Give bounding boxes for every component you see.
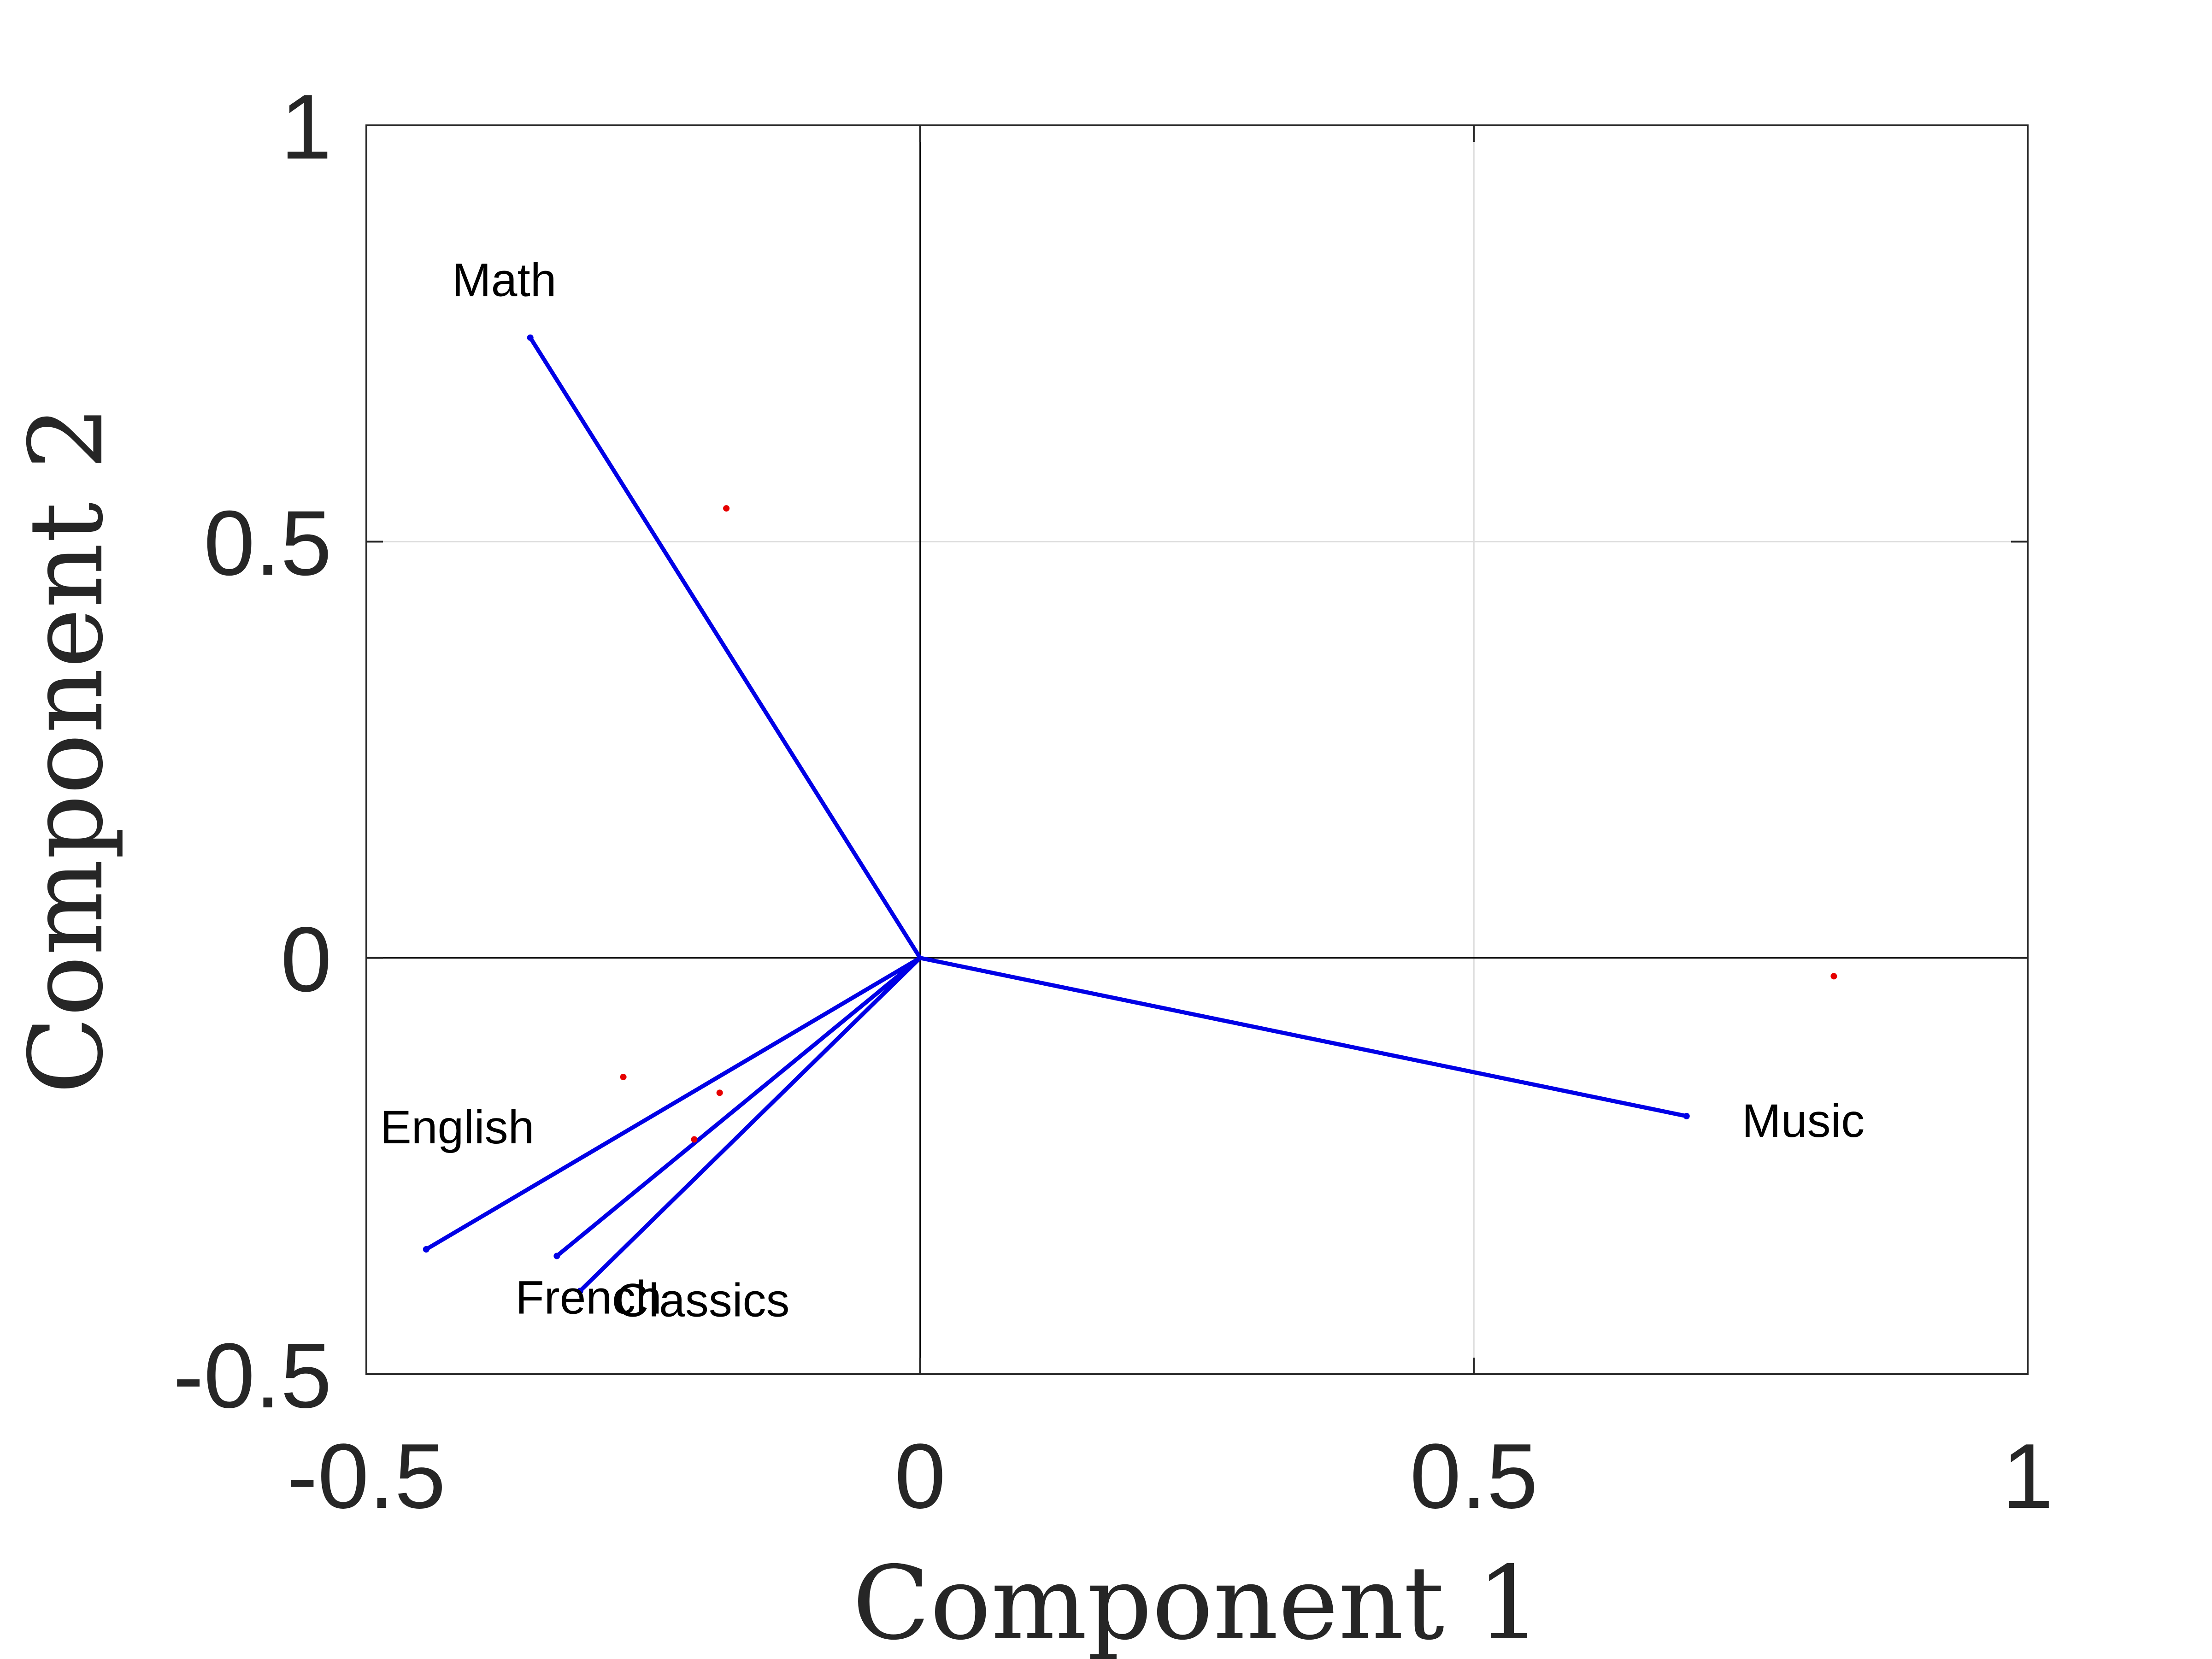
vector-end-french xyxy=(553,1253,560,1259)
y-axis-title: Component 2 xyxy=(7,406,125,1094)
data-point xyxy=(620,1074,627,1081)
x-tick-label: -0.5 xyxy=(287,1425,446,1528)
plot-area xyxy=(366,125,2028,1374)
vector-end-music xyxy=(1683,1112,1690,1119)
data-point xyxy=(723,505,730,512)
x-axis-title: Component 1 xyxy=(853,1544,1541,1659)
data-point xyxy=(691,1136,698,1143)
points xyxy=(620,505,1837,1143)
origin-axes xyxy=(366,125,2028,1374)
vector-label-classics: Classics xyxy=(615,1274,790,1326)
data-point xyxy=(716,1089,723,1096)
vector-music xyxy=(918,956,1689,1118)
vector-end-classics xyxy=(577,1288,583,1294)
x-tick-label: 0 xyxy=(894,1425,946,1528)
data-point xyxy=(1830,973,1837,980)
vector-classics xyxy=(578,956,923,1293)
vector-end-math xyxy=(527,334,534,341)
vector-french xyxy=(554,956,923,1258)
x-tick-label: 1 xyxy=(2002,1425,2053,1528)
vector-label-music: Music xyxy=(1742,1094,1865,1147)
y-tick-label: 0.5 xyxy=(204,492,332,594)
y-tick-label: 0 xyxy=(281,908,332,1011)
vector-label-math: Math xyxy=(452,254,557,306)
vector-math xyxy=(528,335,923,960)
x-tick-labels: -0.5 0 0.5 1 xyxy=(287,1425,2053,1528)
y-tick-labels: -0.5 0 0.5 1 xyxy=(173,76,332,1427)
vector-english xyxy=(424,956,923,1252)
plot-frame xyxy=(365,124,2029,1375)
y-tick-label: 1 xyxy=(281,76,332,178)
ticks xyxy=(365,124,2029,1375)
x-tick-label: 0.5 xyxy=(1410,1425,1538,1528)
vectors xyxy=(423,334,1690,1294)
y-tick-label: -0.5 xyxy=(173,1324,332,1427)
vector-label-english: English xyxy=(380,1101,535,1153)
vector-label-french: French xyxy=(515,1271,661,1324)
vector-end-english xyxy=(423,1246,429,1253)
